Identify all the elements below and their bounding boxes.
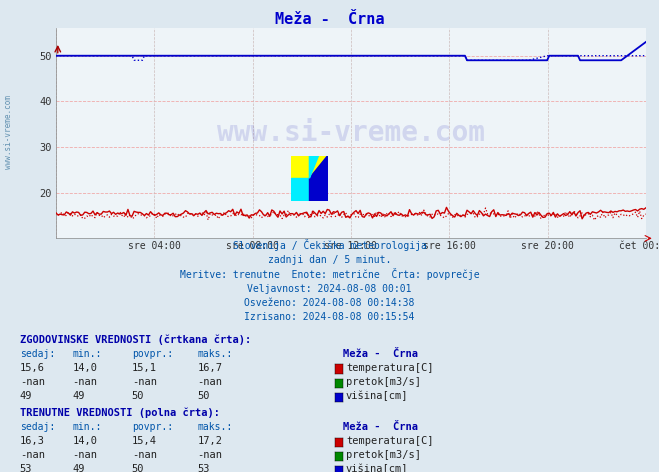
- Text: 15,1: 15,1: [132, 363, 157, 373]
- Text: zadnji dan / 5 minut.: zadnji dan / 5 minut.: [268, 255, 391, 265]
- Text: 49: 49: [72, 464, 85, 472]
- Text: višina[cm]: višina[cm]: [346, 464, 409, 472]
- Text: temperatura[C]: temperatura[C]: [346, 436, 434, 446]
- Text: Meža -  Črna: Meža - Črna: [275, 12, 384, 27]
- Text: -nan: -nan: [72, 377, 98, 387]
- Text: temperatura[C]: temperatura[C]: [346, 363, 434, 373]
- Text: 50: 50: [198, 391, 210, 401]
- Text: 49: 49: [72, 391, 85, 401]
- Text: Meritve: trenutne  Enote: metrične  Črta: povprečje: Meritve: trenutne Enote: metrične Črta: …: [180, 268, 479, 279]
- Text: povpr.:: povpr.:: [132, 349, 173, 359]
- Text: 53: 53: [198, 464, 210, 472]
- Text: 50: 50: [132, 391, 144, 401]
- Text: povpr.:: povpr.:: [132, 422, 173, 432]
- Text: TRENUTNE VREDNOSTI (polna črta):: TRENUTNE VREDNOSTI (polna črta):: [20, 407, 219, 418]
- Text: min.:: min.:: [72, 349, 102, 359]
- Text: 50: 50: [132, 464, 144, 472]
- PathPatch shape: [310, 156, 328, 178]
- Text: 15,4: 15,4: [132, 436, 157, 446]
- Text: www.si-vreme.com: www.si-vreme.com: [217, 119, 485, 147]
- Text: pretok[m3/s]: pretok[m3/s]: [346, 377, 421, 387]
- Text: -nan: -nan: [132, 450, 157, 460]
- Text: -nan: -nan: [20, 377, 45, 387]
- Text: 16,7: 16,7: [198, 363, 223, 373]
- Text: -nan: -nan: [198, 450, 223, 460]
- Text: -nan: -nan: [198, 377, 223, 387]
- Text: 17,2: 17,2: [198, 436, 223, 446]
- Text: Izrisano: 2024-08-08 00:15:54: Izrisano: 2024-08-08 00:15:54: [244, 312, 415, 322]
- Text: Meža -  Črna: Meža - Črna: [343, 349, 418, 359]
- Text: -nan: -nan: [132, 377, 157, 387]
- Text: min.:: min.:: [72, 422, 102, 432]
- Text: pretok[m3/s]: pretok[m3/s]: [346, 450, 421, 460]
- Text: sedaj:: sedaj:: [20, 349, 55, 359]
- Text: sedaj:: sedaj:: [20, 422, 55, 432]
- Text: višina[cm]: višina[cm]: [346, 391, 409, 401]
- PathPatch shape: [310, 156, 328, 178]
- Bar: [291, 156, 310, 178]
- Text: maks.:: maks.:: [198, 349, 233, 359]
- Text: Osveženo: 2024-08-08 00:14:38: Osveženo: 2024-08-08 00:14:38: [244, 298, 415, 308]
- Text: 53: 53: [20, 464, 32, 472]
- Text: 16,3: 16,3: [20, 436, 45, 446]
- Text: 15,6: 15,6: [20, 363, 45, 373]
- Text: 14,0: 14,0: [72, 363, 98, 373]
- Text: www.si-vreme.com: www.si-vreme.com: [4, 95, 13, 169]
- Bar: [291, 178, 310, 201]
- Text: ZGODOVINSKE VREDNOSTI (črtkana črta):: ZGODOVINSKE VREDNOSTI (črtkana črta):: [20, 334, 251, 345]
- Text: -nan: -nan: [20, 450, 45, 460]
- Text: maks.:: maks.:: [198, 422, 233, 432]
- Text: 49: 49: [20, 391, 32, 401]
- Text: Meža -  Črna: Meža - Črna: [343, 422, 418, 432]
- PathPatch shape: [310, 156, 318, 178]
- Text: Veljavnost: 2024-08-08 00:01: Veljavnost: 2024-08-08 00:01: [247, 284, 412, 294]
- Text: 14,0: 14,0: [72, 436, 98, 446]
- Text: Slovenija / Čekiška meteorologija: Slovenija / Čekiška meteorologija: [233, 239, 426, 251]
- Bar: [310, 178, 328, 201]
- Text: -nan: -nan: [72, 450, 98, 460]
